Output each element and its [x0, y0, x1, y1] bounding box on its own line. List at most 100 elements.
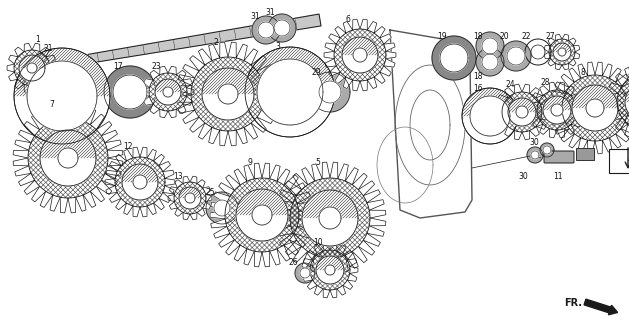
Text: 30: 30 [529, 138, 539, 147]
Polygon shape [440, 44, 468, 72]
Text: 9: 9 [248, 158, 252, 167]
Polygon shape [14, 48, 110, 144]
Polygon shape [527, 147, 543, 163]
Polygon shape [553, 43, 571, 61]
Polygon shape [14, 50, 50, 86]
Polygon shape [482, 38, 498, 54]
Polygon shape [252, 205, 272, 225]
FancyBboxPatch shape [609, 149, 629, 173]
Polygon shape [494, 84, 550, 140]
Polygon shape [274, 162, 386, 274]
Polygon shape [179, 187, 201, 209]
Polygon shape [58, 148, 78, 168]
Text: 24: 24 [627, 68, 629, 77]
Text: 13: 13 [173, 172, 183, 181]
Polygon shape [191, 57, 265, 131]
Text: 11: 11 [554, 172, 563, 181]
Polygon shape [572, 85, 618, 131]
Polygon shape [113, 75, 147, 109]
Polygon shape [540, 143, 554, 157]
Polygon shape [236, 189, 288, 241]
Polygon shape [302, 242, 358, 298]
Text: 16: 16 [473, 84, 483, 93]
Polygon shape [319, 81, 341, 103]
Polygon shape [529, 82, 585, 138]
Bar [576, 148, 594, 160]
Polygon shape [295, 263, 315, 283]
Polygon shape [516, 106, 528, 118]
Polygon shape [625, 83, 629, 121]
Polygon shape [163, 87, 173, 97]
Polygon shape [257, 59, 323, 125]
Polygon shape [214, 200, 230, 216]
Polygon shape [310, 72, 350, 112]
Polygon shape [319, 207, 341, 229]
Text: 18: 18 [473, 72, 482, 81]
Polygon shape [502, 92, 542, 132]
Polygon shape [245, 47, 335, 137]
Polygon shape [549, 62, 629, 154]
Text: 28: 28 [540, 78, 550, 87]
Polygon shape [549, 39, 575, 65]
Polygon shape [258, 22, 274, 38]
Text: 7: 7 [50, 100, 55, 109]
Polygon shape [268, 14, 296, 42]
Text: 24: 24 [505, 80, 515, 89]
FancyBboxPatch shape [544, 151, 574, 163]
Polygon shape [155, 79, 181, 105]
Polygon shape [537, 90, 577, 130]
Text: 12: 12 [123, 142, 133, 151]
Polygon shape [174, 182, 206, 214]
Text: 22: 22 [521, 32, 531, 41]
Polygon shape [252, 16, 280, 44]
Polygon shape [543, 96, 571, 124]
Text: FR.: FR. [564, 298, 582, 308]
Text: 31: 31 [265, 8, 275, 17]
Text: 10: 10 [313, 238, 323, 247]
Polygon shape [476, 32, 504, 60]
Polygon shape [105, 147, 175, 217]
Polygon shape [544, 34, 580, 70]
Polygon shape [551, 104, 563, 116]
Polygon shape [462, 88, 518, 144]
Text: 29: 29 [311, 68, 321, 77]
Polygon shape [316, 256, 344, 284]
Text: 30: 30 [518, 172, 528, 181]
Polygon shape [606, 64, 629, 140]
Text: 1: 1 [36, 35, 40, 44]
Polygon shape [133, 175, 147, 189]
Text: 5: 5 [316, 158, 320, 167]
Polygon shape [245, 47, 335, 137]
Polygon shape [27, 63, 37, 73]
Polygon shape [115, 157, 165, 207]
Polygon shape [476, 48, 504, 76]
Polygon shape [507, 47, 525, 65]
Text: 21: 21 [43, 44, 53, 53]
Polygon shape [334, 29, 386, 81]
FancyArrow shape [584, 299, 618, 315]
Polygon shape [325, 265, 335, 275]
Polygon shape [470, 96, 510, 136]
Polygon shape [28, 118, 108, 198]
Polygon shape [274, 20, 290, 36]
Text: 2: 2 [214, 38, 218, 47]
Polygon shape [586, 99, 604, 117]
Polygon shape [27, 61, 97, 131]
Polygon shape [310, 250, 350, 290]
Polygon shape [19, 55, 45, 81]
Polygon shape [225, 178, 299, 252]
Polygon shape [290, 178, 370, 258]
Polygon shape [342, 37, 378, 73]
Polygon shape [142, 66, 194, 118]
Polygon shape [206, 192, 238, 224]
Polygon shape [462, 88, 518, 144]
Polygon shape [543, 146, 551, 154]
Text: ATM-1: ATM-1 [628, 153, 629, 163]
Polygon shape [122, 164, 158, 200]
Polygon shape [562, 75, 628, 141]
Polygon shape [176, 42, 280, 146]
Polygon shape [531, 151, 539, 159]
Polygon shape [202, 68, 254, 120]
Text: 23: 23 [151, 62, 161, 71]
Polygon shape [13, 103, 123, 213]
